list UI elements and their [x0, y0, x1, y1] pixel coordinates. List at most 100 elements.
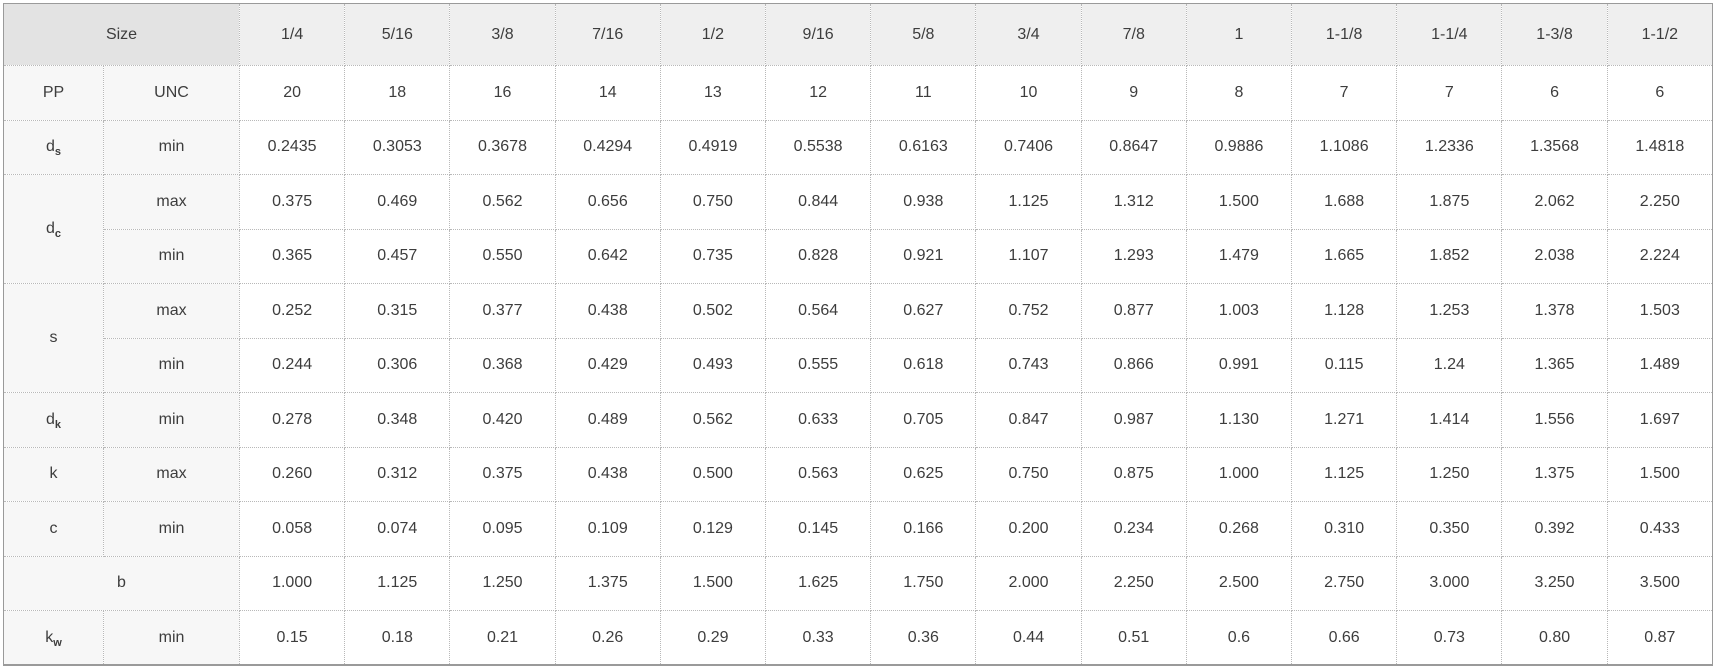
value-cell-kw-min-7/8: 0.51 [1080, 610, 1187, 666]
value-cell-k-max-1: 1.000 [1185, 446, 1293, 502]
row-qualifier-k-max: max [103, 446, 240, 502]
value-cell-k-max-5/8: 0.625 [870, 446, 977, 502]
value-cell-kw-min-5/8: 0.36 [870, 610, 977, 666]
value-cell-c-min-9/16: 0.145 [765, 501, 872, 557]
value-cell-dk-min-3/8: 0.420 [449, 392, 556, 448]
table-row-dk-min: dk min 0.278 0.348 0.420 0.489 0.562 0.633 0.705… [3, 392, 1714, 448]
value-cell-dc-max-5/16: 0.469 [344, 174, 451, 230]
value-cell-s-max-7/8: 0.877 [1080, 283, 1187, 339]
value-cell-s-max-3/8: 0.377 [449, 283, 556, 339]
value-cell-k-max-1/2: 0.500 [659, 446, 767, 502]
value-cell-s-max-1-3/8: 1.378 [1501, 283, 1608, 339]
value-cell-s-min-1-1/4: 1.24 [1396, 337, 1503, 393]
value-cell-c-min-1-1/4: 0.350 [1396, 501, 1503, 557]
value-cell-kw-min-1-1/8: 0.66 [1291, 610, 1398, 666]
size-header-1-1/4: 1-1/4 [1396, 3, 1503, 66]
size-header-9/16: 9/16 [765, 3, 872, 66]
value-cell-dk-min-1-3/8: 1.556 [1501, 392, 1608, 448]
size-header-1-1/8: 1-1/8 [1291, 3, 1398, 66]
value-cell-ds-min-3/4: 0.7406 [975, 119, 1082, 175]
value-cell-ds-min-3/8: 0.3678 [449, 119, 556, 175]
value-cell-dc-min-1-1/8: 1.665 [1291, 228, 1398, 284]
row-label-subscript: s [54, 146, 62, 159]
value-cell-s-min-7/8: 0.866 [1080, 337, 1187, 393]
value-cell-c-min-3/4: 0.200 [975, 501, 1082, 557]
table-row-dc-max: dc max 0.375 0.469 0.562 0.656 0.750 0.844 0.938… [3, 174, 1714, 284]
value-cell-ds-min-1-1/4: 1.2336 [1396, 119, 1503, 175]
value-cell-dc-max-1-1/8: 1.688 [1291, 174, 1398, 230]
value-cell-kw-min-7/16: 0.26 [554, 610, 661, 666]
value-cell-s-max-1-1/8: 1.128 [1291, 283, 1398, 339]
value-cell-pp-unc-3/4: 10 [975, 65, 1082, 121]
value-cell-c-min-1-1/2: 0.433 [1606, 501, 1714, 557]
value-cell-dk-min-1-1/8: 1.271 [1291, 392, 1398, 448]
value-cell-b-1-1/8: 2.750 [1291, 555, 1398, 611]
table-row-dc-min: min 0.365 0.457 0.550 0.642 0.735 0.828 0.921 1.… [3, 228, 1714, 284]
value-cell-dc-min-5/8: 0.921 [870, 228, 977, 284]
row-label-k-max: k [3, 446, 104, 502]
value-cell-dc-min-1: 1.479 [1185, 228, 1293, 284]
value-cell-ds-min-5/8: 0.6163 [870, 119, 977, 175]
value-cell-dc-min-1-3/8: 2.038 [1501, 228, 1608, 284]
value-cell-c-min-1-1/8: 0.310 [1291, 501, 1398, 557]
value-cell-dk-min-1/2: 0.562 [659, 392, 767, 448]
value-cell-dc-max-3/4: 1.125 [975, 174, 1082, 230]
value-cell-kw-min-9/16: 0.33 [765, 610, 872, 666]
value-cell-s-min-5/16: 0.306 [344, 337, 451, 393]
value-cell-dk-min-3/4: 0.847 [975, 392, 1082, 448]
fastener-dimensions-table: Size 1/4 5/16 3/8 7/16 1/2 9/16 5/8 3/4 7/8 1 1-1/… [3, 3, 1714, 666]
value-cell-s-max-1-1/4: 1.253 [1396, 283, 1503, 339]
value-cell-b-1/4: 1.000 [238, 555, 346, 611]
value-cell-pp-unc-1/2: 13 [659, 65, 767, 121]
value-cell-dc-max-5/8: 0.938 [870, 174, 977, 230]
row-label-b: b [3, 555, 240, 611]
table-row-ds-min: ds min 0.2435 0.3053 0.3678 0.4294 0.4919 0.553… [3, 119, 1714, 175]
value-cell-k-max-5/16: 0.312 [344, 446, 451, 502]
value-cell-dk-min-5/8: 0.705 [870, 392, 977, 448]
value-cell-s-max-5/8: 0.627 [870, 283, 977, 339]
value-cell-kw-min-1-3/8: 0.80 [1501, 610, 1608, 666]
row-label-dk-min: dk [3, 392, 104, 448]
value-cell-b-1-3/8: 3.250 [1501, 555, 1608, 611]
value-cell-k-max-3/8: 0.375 [449, 446, 556, 502]
row-qualifier-dc-max: max [103, 174, 240, 230]
value-cell-s-max-7/16: 0.438 [554, 283, 661, 339]
value-cell-k-max-1/4: 0.260 [238, 446, 346, 502]
value-cell-dc-min-9/16: 0.828 [765, 228, 872, 284]
value-cell-s-min-1-3/8: 1.365 [1501, 337, 1608, 393]
value-cell-ds-min-1: 0.9886 [1185, 119, 1293, 175]
size-corner-label: Size [3, 3, 240, 66]
value-cell-c-min-3/8: 0.095 [449, 501, 556, 557]
value-cell-s-min-1/2: 0.493 [659, 337, 767, 393]
row-qualifier-s-min: min [103, 337, 240, 393]
value-cell-c-min-5/16: 0.074 [344, 501, 451, 557]
value-cell-b-3/4: 2.000 [975, 555, 1082, 611]
value-cell-s-max-1: 1.003 [1185, 283, 1293, 339]
row-qualifier-kw-min: min [103, 610, 240, 666]
value-cell-ds-min-7/16: 0.4294 [554, 119, 661, 175]
table-row-b: b 1.000 1.125 1.250 1.375 1.500 1.625 1.750 2.00… [3, 555, 1714, 611]
value-cell-kw-min-3/4: 0.44 [975, 610, 1082, 666]
size-header-5/16: 5/16 [344, 3, 451, 66]
value-cell-ds-min-1-3/8: 1.3568 [1501, 119, 1608, 175]
value-cell-b-5/8: 1.750 [870, 555, 977, 611]
table-row-k-max: k max 0.260 0.312 0.375 0.438 0.500 0.563 0.625 0… [3, 446, 1714, 502]
value-cell-dk-min-1: 1.130 [1185, 392, 1293, 448]
row-label-c-min: c [3, 501, 104, 557]
size-header-3/8: 3/8 [449, 3, 556, 66]
value-cell-dc-min-3/8: 0.550 [449, 228, 556, 284]
value-cell-dc-max-1: 1.500 [1185, 174, 1293, 230]
value-cell-s-min-1-1/8: 0.115 [1291, 337, 1398, 393]
value-cell-dc-max-1/2: 0.750 [659, 174, 767, 230]
size-header-1-3/8: 1-3/8 [1501, 3, 1608, 66]
value-cell-s-min-1-1/2: 1.489 [1606, 337, 1714, 393]
value-cell-pp-unc-1/4: 20 [238, 65, 346, 121]
size-header-7/8: 7/8 [1080, 3, 1187, 66]
value-cell-c-min-1: 0.268 [1185, 501, 1293, 557]
value-cell-pp-unc-1-1/8: 7 [1291, 65, 1398, 121]
value-cell-b-1/2: 1.500 [659, 555, 767, 611]
value-cell-dk-min-7/8: 0.987 [1080, 392, 1187, 448]
row-label-subscript: k [54, 418, 62, 431]
value-cell-kw-min-1-1/2: 0.87 [1606, 610, 1714, 666]
value-cell-dc-max-1/4: 0.375 [238, 174, 346, 230]
